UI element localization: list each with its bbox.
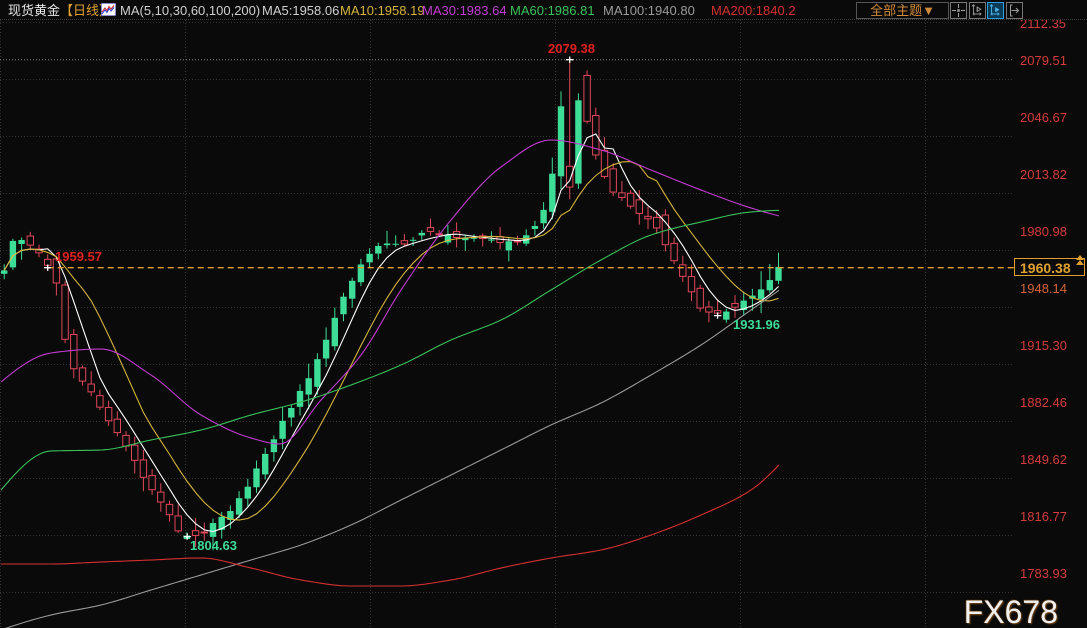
svg-text:2079.38: 2079.38 bbox=[548, 41, 595, 56]
svg-text:1931.96: 1931.96 bbox=[733, 317, 780, 332]
svg-text:1959.57: 1959.57 bbox=[55, 249, 102, 264]
svg-text:1804.63: 1804.63 bbox=[190, 538, 237, 553]
